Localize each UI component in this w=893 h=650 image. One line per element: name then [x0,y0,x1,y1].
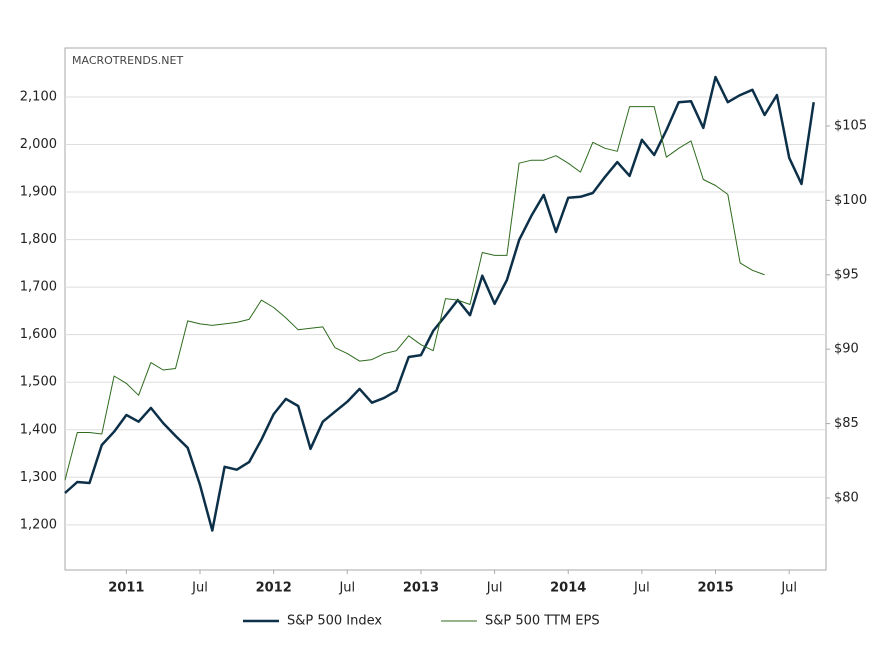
x-tick-label: Jul [486,581,503,596]
y-tick-label: 2,100 [20,89,57,104]
x-tick-label: Jul [780,581,797,596]
x-tick-label: Jul [338,581,355,596]
series-line [64,106,765,481]
y-tick-label: 1,300 [20,470,57,485]
y-tick-label: 1,800 [20,232,57,247]
y2-tick-label: $85 [834,416,859,431]
x-tick-label: Jul [191,581,208,596]
series-line [64,75,815,532]
y-tick-label: 1,900 [20,185,57,200]
legend-label: S&P 500 Index [287,614,382,629]
legend-label: S&P 500 TTM EPS [485,614,600,629]
x-tick-label: 2014 [550,581,586,596]
y-tick-label: 1,600 [20,327,57,342]
x-tick-label: 2015 [697,581,733,596]
y-tick-label: 1,500 [20,375,57,390]
y2-tick-label: $105 [834,118,867,133]
x-tick-label: 2011 [108,581,144,596]
y-tick-label: 1,700 [20,280,57,295]
y-tick-label: 2,000 [20,137,57,152]
watermark: MACROTRENDS.NET [72,54,183,67]
y2-tick-label: $80 [834,490,859,505]
y2-tick-label: $100 [834,193,867,208]
y2-tick-label: $95 [834,267,859,282]
plot-frame [64,47,827,571]
y2-tick-label: $90 [834,342,859,357]
x-tick-label: Jul [633,581,650,596]
x-tick-label: 2012 [256,581,292,596]
x-tick-label: 2013 [403,581,439,596]
y-tick-label: 1,400 [20,422,57,437]
y-tick-label: 1,200 [20,517,57,532]
